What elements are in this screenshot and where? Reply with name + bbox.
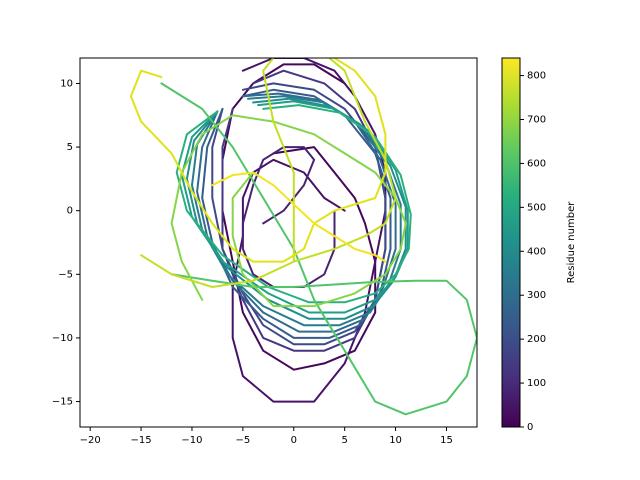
y-axis: −15 −10 −5 0 5 10 — [52, 78, 80, 408]
colorbar-tick-label-4: 400 — [527, 246, 546, 257]
x-tick-label-6: 10 — [389, 435, 402, 446]
series-line-10 — [175, 104, 412, 304]
series-layer — [129, 58, 477, 416]
colorbar-tick-label-0: 0 — [527, 422, 533, 433]
colorbar-tick-label-6: 600 — [527, 158, 546, 169]
y-tick-label-3: 0 — [67, 206, 73, 217]
y-tick-label-4: 5 — [67, 142, 73, 153]
y-tick-label-0: −15 — [52, 397, 73, 408]
x-tick-label-5: 5 — [341, 435, 347, 446]
colorbar-tick-label-1: 100 — [527, 378, 546, 389]
plot-frame — [79, 57, 478, 428]
series-line-11 — [160, 82, 477, 416]
colorbar-tick-label-3: 300 — [527, 290, 546, 301]
series-line-14 — [129, 58, 387, 263]
x-tick-label-0: −20 — [80, 435, 101, 446]
x-tick-label-3: −5 — [235, 435, 250, 446]
colorbar — [501, 57, 521, 428]
colorbar-axis: 0 100 200 300 400 500 600 700 800 — [520, 71, 546, 433]
x-tick-label-7: 15 — [440, 435, 453, 446]
x-tick-label-2: −10 — [181, 435, 202, 446]
colorbar-tick-label-5: 500 — [527, 202, 546, 213]
x-tick-label-1: −15 — [131, 435, 152, 446]
colorbar-tick-label-2: 200 — [527, 334, 546, 345]
series-line-15 — [211, 171, 387, 263]
colorbar-tick-label-8: 800 — [527, 71, 546, 82]
x-axis: −20 −15 −10 −5 0 5 10 15 — [80, 427, 453, 446]
x-tick-label-4: 0 — [291, 435, 297, 446]
colorbar-label: Residue number — [566, 201, 577, 284]
y-tick-label-5: 10 — [60, 78, 73, 89]
plot-background — [80, 58, 477, 427]
series-line-3 — [221, 69, 387, 352]
colorbar-tick-label-7: 700 — [527, 115, 546, 126]
y-tick-label-1: −10 — [52, 333, 73, 344]
y-tick-label-2: −5 — [58, 269, 73, 280]
series-line-2 — [241, 146, 336, 288]
